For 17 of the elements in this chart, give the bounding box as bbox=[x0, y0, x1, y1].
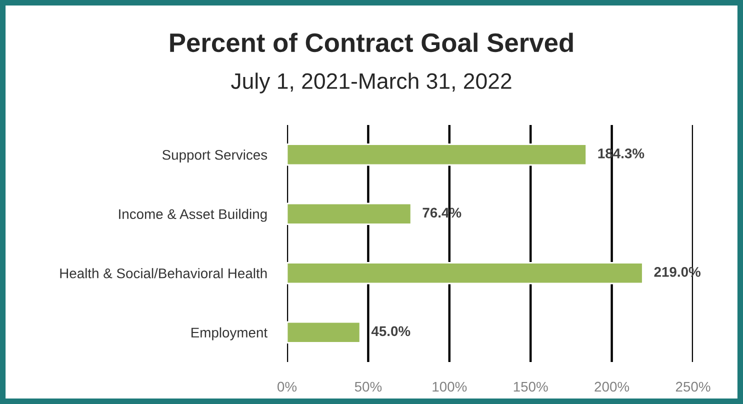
y-tick-label: Income & Asset Building bbox=[119, 208, 267, 222]
chart-title: Percent of Contract Goal Served bbox=[170, 32, 573, 52]
data-label: 45.0% bbox=[371, 326, 410, 336]
x-tick-label: 150% bbox=[514, 382, 548, 392]
x-tick-label: 250% bbox=[676, 382, 710, 392]
y-tick-label: Support Services bbox=[162, 150, 268, 163]
x-tick-label: 100% bbox=[432, 382, 467, 392]
bar bbox=[287, 262, 644, 284]
x-tick-label: 200% bbox=[594, 382, 630, 392]
x-tick-label: 50% bbox=[354, 382, 382, 392]
bar bbox=[287, 144, 587, 166]
y-tick-label: Health & Social/Behavioral Health bbox=[60, 268, 267, 278]
bar bbox=[287, 321, 361, 344]
bar bbox=[287, 202, 412, 225]
x-tick-label: 0% bbox=[278, 382, 297, 392]
y-tick-label: Employment bbox=[192, 327, 268, 340]
chart-subtitle: July 1, 2021-March 31, 2022 bbox=[231, 72, 512, 94]
